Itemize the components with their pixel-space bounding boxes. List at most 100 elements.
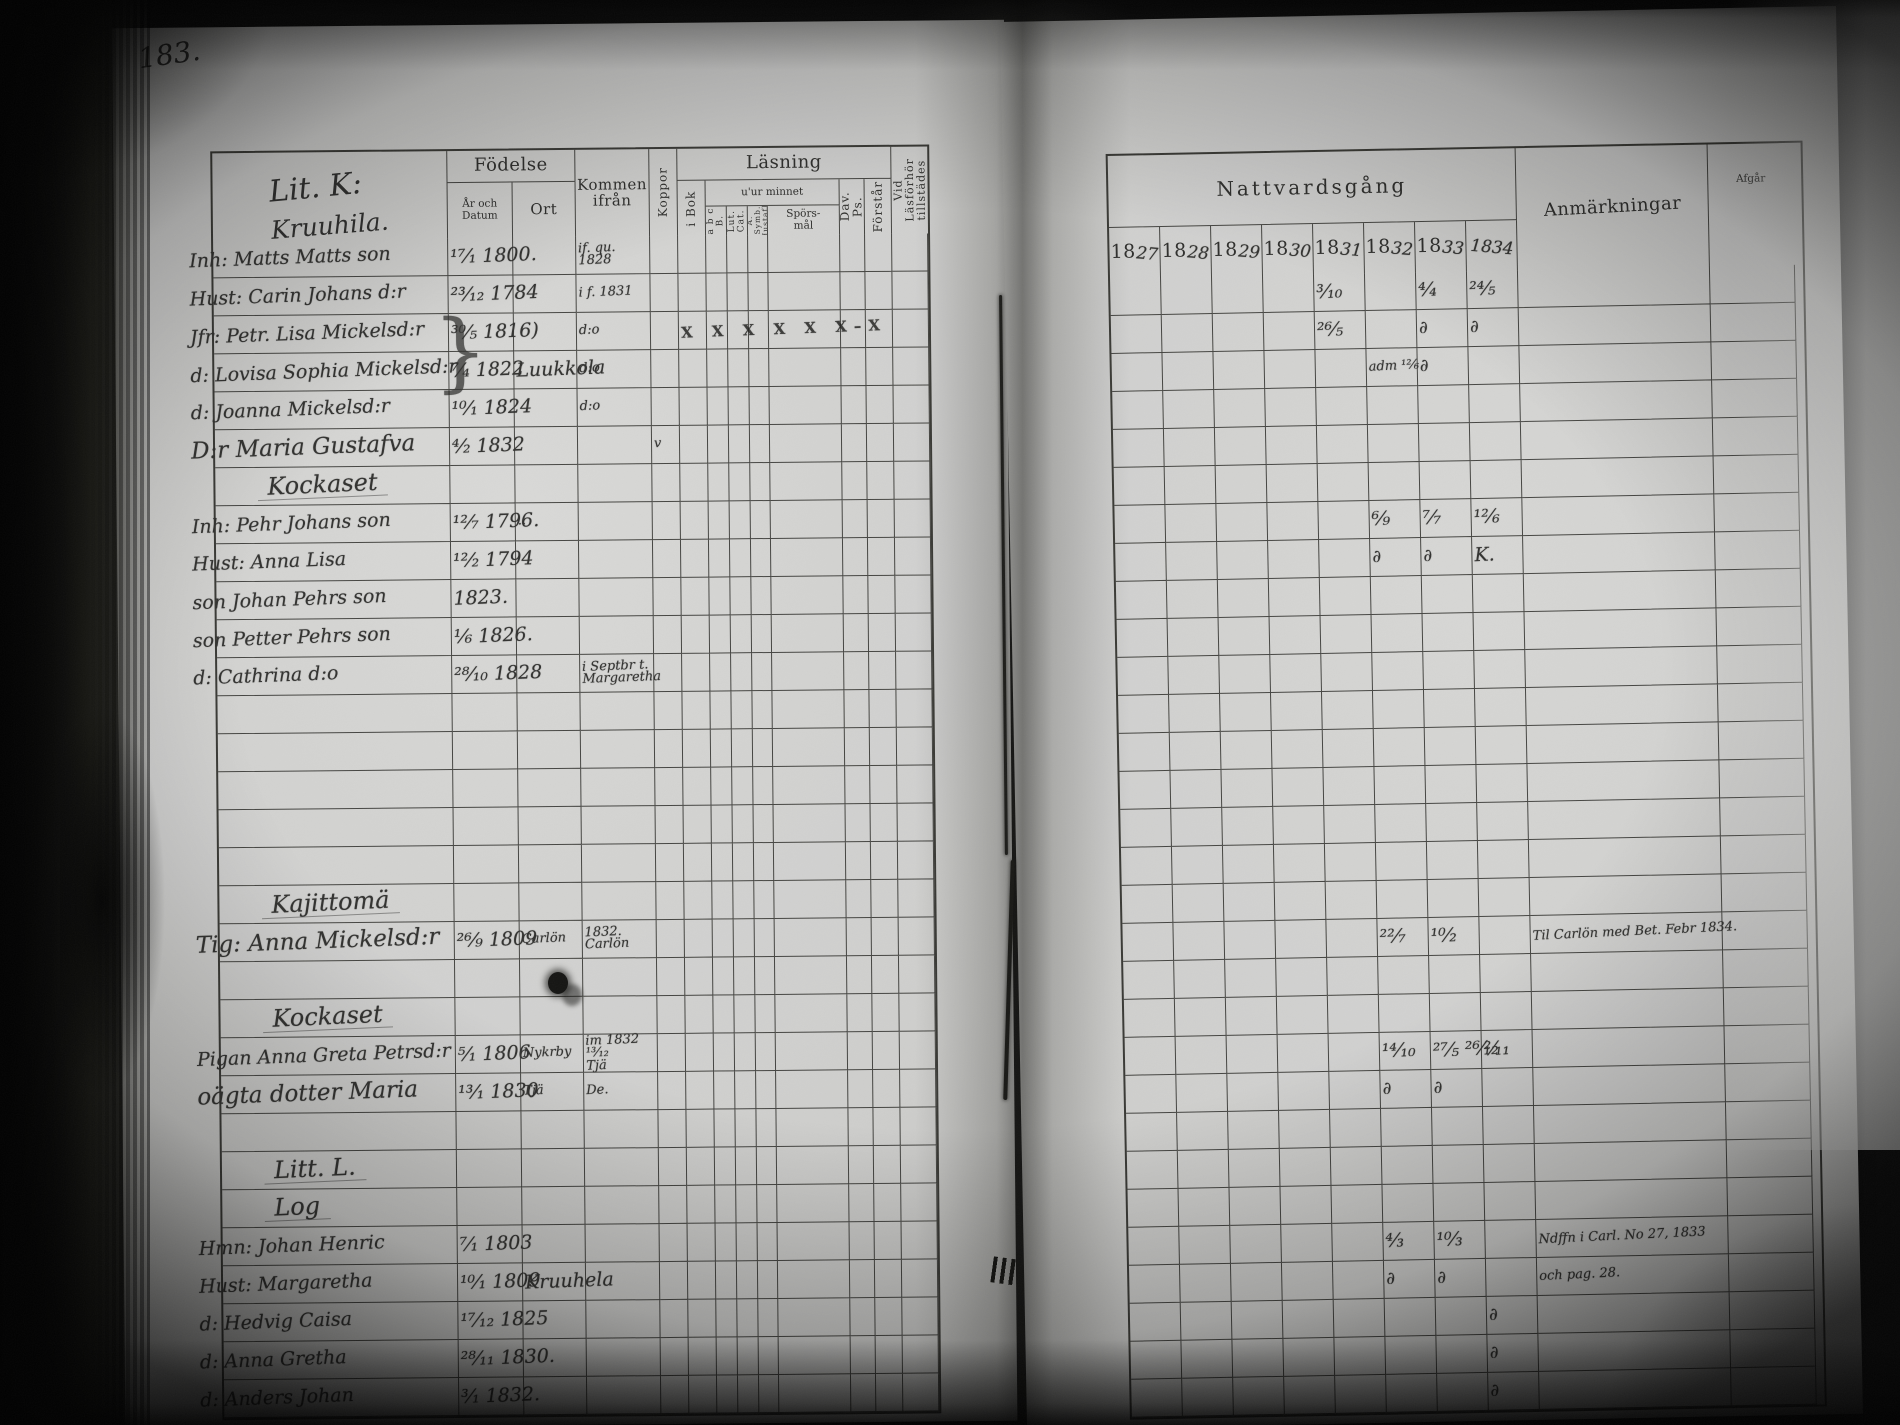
handwritten-entry: } [432,301,489,403]
ledger-cell [450,465,516,505]
ledger-cell [515,464,579,504]
ledger-cell [1164,465,1217,505]
ledger-cell [773,842,847,881]
handwritten-entry: ²²⁄₇ [1379,925,1407,949]
ledger-cell [653,577,682,617]
ledger-cell [658,1147,688,1187]
ledger-cell [1163,427,1216,467]
ledger-cell [1729,1290,1816,1331]
ledger-cell [1117,656,1170,696]
ledger-cell: ¹⁰⁄₁ 1824 [449,389,532,429]
ledger-cell [731,653,753,692]
ledger-cell [586,1300,661,1339]
ledger-cell: d: Anna Gretha [199,1340,459,1381]
ledger-cell [774,956,848,995]
ledger-cell: ⁴⁄₄ [1415,271,1468,311]
ledger-cell [1317,463,1370,503]
ledger-cell: ²⁴⁄₅ [1466,270,1519,310]
ledger-cell [768,310,842,349]
ledger-cell [1424,727,1477,766]
ledger-cell [874,1259,903,1299]
ledger-cell [1268,539,1320,579]
ledger-cell [453,769,519,809]
ledger-cell [650,273,679,313]
ledger-cell [1320,615,1373,654]
ledger-cell [652,539,682,579]
ledger-cell [1364,272,1417,312]
ledger-cell [1217,578,1270,618]
ledger-cell [516,616,581,656]
ledger-cell [651,387,680,427]
ledger-cell [456,1111,522,1151]
ledger-cell [873,1069,901,1109]
handwritten-entry: ∂ [1371,547,1382,568]
ledger-cell [840,234,866,273]
handwritten-entry: d: Hedvig Caisa [199,1308,353,1337]
ledger-cell [1717,644,1803,685]
ledger-cell: ∂ [1370,538,1422,578]
ledger-cell [656,881,685,921]
ledger-cell: ∂ [1431,1068,1483,1108]
ledger-cell [659,1223,688,1263]
ledger-cell [846,956,873,995]
ledger-cell [707,425,730,464]
ledger-cell [1322,728,1375,768]
ledger-cell [1171,807,1223,847]
ledger-cell [1538,1330,1732,1372]
ledger-cell: ∂ [1421,537,1473,577]
ledger-cell: Inh: Matts Matts son [189,238,449,279]
year-printed-part: 18 [1110,240,1136,263]
year-printed-part: 18 [1161,239,1187,262]
ledger-cell [893,385,930,424]
ledger-cell: d:o [577,350,652,389]
ledger-cell [872,993,900,1033]
ledger-cell [217,694,453,735]
ledger-cell [734,1033,757,1072]
handwritten-entry: ²⁄₁₁ [1483,1037,1511,1061]
ledger-cell [657,1033,687,1073]
ledger-cell [584,1148,660,1187]
handwritten-entry: i Septbr t. Margaretha [581,657,662,688]
ledger-cell [1426,841,1479,880]
handwritten-entry: d: Anders Johan [199,1384,355,1413]
ledger-cell [679,349,708,388]
ledger-cell [513,236,577,276]
ledger-cell [1119,770,1172,810]
ledger-cell [681,615,711,654]
ledger-cell [1120,846,1173,886]
ledger-cell [520,996,584,1036]
ledger-cell [716,1337,738,1376]
ledger-cell [737,1337,759,1376]
reading-group-header: Läsning [677,146,892,181]
ledger-cell [754,956,776,996]
ledger-cell [728,349,750,388]
ledger-cell [580,692,655,731]
ledger-cell: .. [515,502,579,542]
ledger-cell [871,879,899,919]
handwritten-entry: Tig: Anna Mickelsd:r [195,923,440,959]
ledger-cell [706,235,728,274]
ledger-cell [847,994,873,1033]
ledger-cell [1230,1224,1282,1264]
ledger-cell [1474,688,1527,728]
ledger-cell [873,1145,902,1185]
ledger-cell [1123,998,1176,1038]
ledger-cell [751,576,772,616]
ledger-cell [1216,502,1269,542]
ledger-cell: Ndffn i Carl. No 27, 1833 [1536,1216,1729,1258]
ledger-cell [771,614,845,653]
ledger-cell [1327,994,1380,1034]
ledger-cell [734,995,756,1034]
ledger-cell [1427,878,1480,918]
ledger-cell [733,881,755,920]
ledger-cell [1436,1334,1489,1374]
ledger-cell [899,993,936,1032]
left-page: Lit. K: Kruuhila. Födelse År och Datum O… [112,19,1018,1425]
ledger-cell [843,614,870,653]
ledger-cell [748,272,769,312]
ledger-cell [1373,728,1426,767]
ledger-cell: Kruuhela [522,1262,614,1302]
ledger-cell [749,386,770,426]
ledger-cell [866,423,895,463]
year-printed-part: 18 [1212,238,1238,262]
